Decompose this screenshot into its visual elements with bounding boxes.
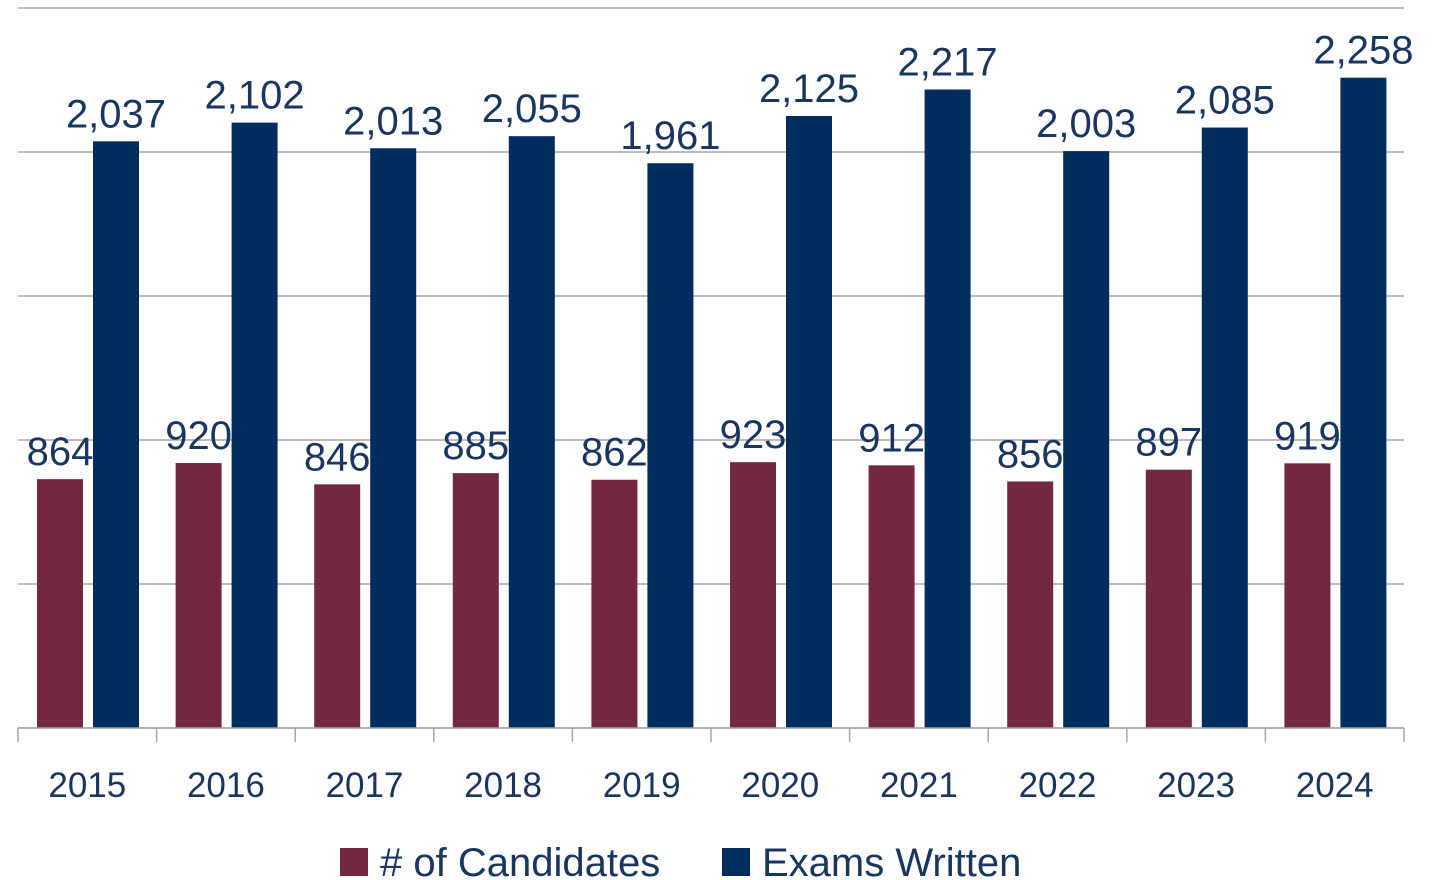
- data-label: 2,013: [343, 99, 443, 143]
- data-label: 885: [442, 424, 509, 468]
- data-label: 2,055: [482, 87, 582, 131]
- bar: [1201, 127, 1248, 728]
- data-label: 2,258: [1313, 29, 1413, 73]
- data-label: 2,102: [205, 74, 305, 118]
- bar: [786, 116, 832, 728]
- data-label: 864: [27, 430, 94, 474]
- data-label: 912: [858, 416, 925, 460]
- bar: [924, 89, 971, 728]
- bar: [231, 122, 278, 728]
- x-tick-label: 2017: [326, 766, 404, 805]
- bar: [314, 484, 361, 728]
- legend-label: # of Candidates: [380, 841, 660, 880]
- bar: [452, 473, 499, 728]
- x-tick-label: 2016: [187, 766, 265, 805]
- data-label: 2,037: [66, 92, 166, 136]
- bar: [591, 479, 638, 728]
- x-tick-label: 2020: [741, 766, 819, 805]
- bar: [1063, 151, 1110, 729]
- bar: [508, 136, 555, 728]
- x-tick-label: 2024: [1296, 766, 1374, 805]
- bar: [647, 163, 694, 728]
- data-label: 846: [304, 435, 371, 479]
- bar: [730, 462, 776, 728]
- data-label: 2,003: [1036, 102, 1136, 146]
- x-tick-label: 2015: [48, 766, 126, 805]
- bar: [1007, 481, 1054, 728]
- bar: [175, 463, 222, 728]
- data-label: 2,217: [898, 41, 998, 85]
- bar: [93, 141, 139, 728]
- x-tick-label: 2021: [880, 766, 958, 805]
- data-label: 919: [1274, 414, 1341, 458]
- x-tick-label: 2018: [464, 766, 542, 805]
- data-label: 2,085: [1175, 79, 1275, 123]
- bar: [868, 465, 915, 728]
- data-label: 862: [581, 431, 648, 475]
- legend-swatch: [340, 848, 368, 876]
- bar: [370, 148, 417, 729]
- data-label: 2,125: [759, 67, 859, 111]
- legend-label: Exams Written: [762, 841, 1021, 880]
- x-tick-label: 2019: [603, 766, 681, 805]
- data-label: 1,961: [620, 114, 720, 158]
- bar: [1340, 77, 1387, 729]
- data-label: 923: [720, 413, 787, 457]
- x-tick-label: 2023: [1157, 766, 1235, 805]
- x-tick-label: 2022: [1019, 766, 1097, 805]
- data-label: 897: [1135, 421, 1202, 465]
- legend-swatch: [722, 848, 750, 876]
- data-label: 856: [997, 432, 1064, 476]
- data-label: 920: [165, 414, 232, 458]
- bar: [37, 479, 83, 728]
- bar: [1284, 463, 1331, 728]
- bar: [1145, 469, 1192, 728]
